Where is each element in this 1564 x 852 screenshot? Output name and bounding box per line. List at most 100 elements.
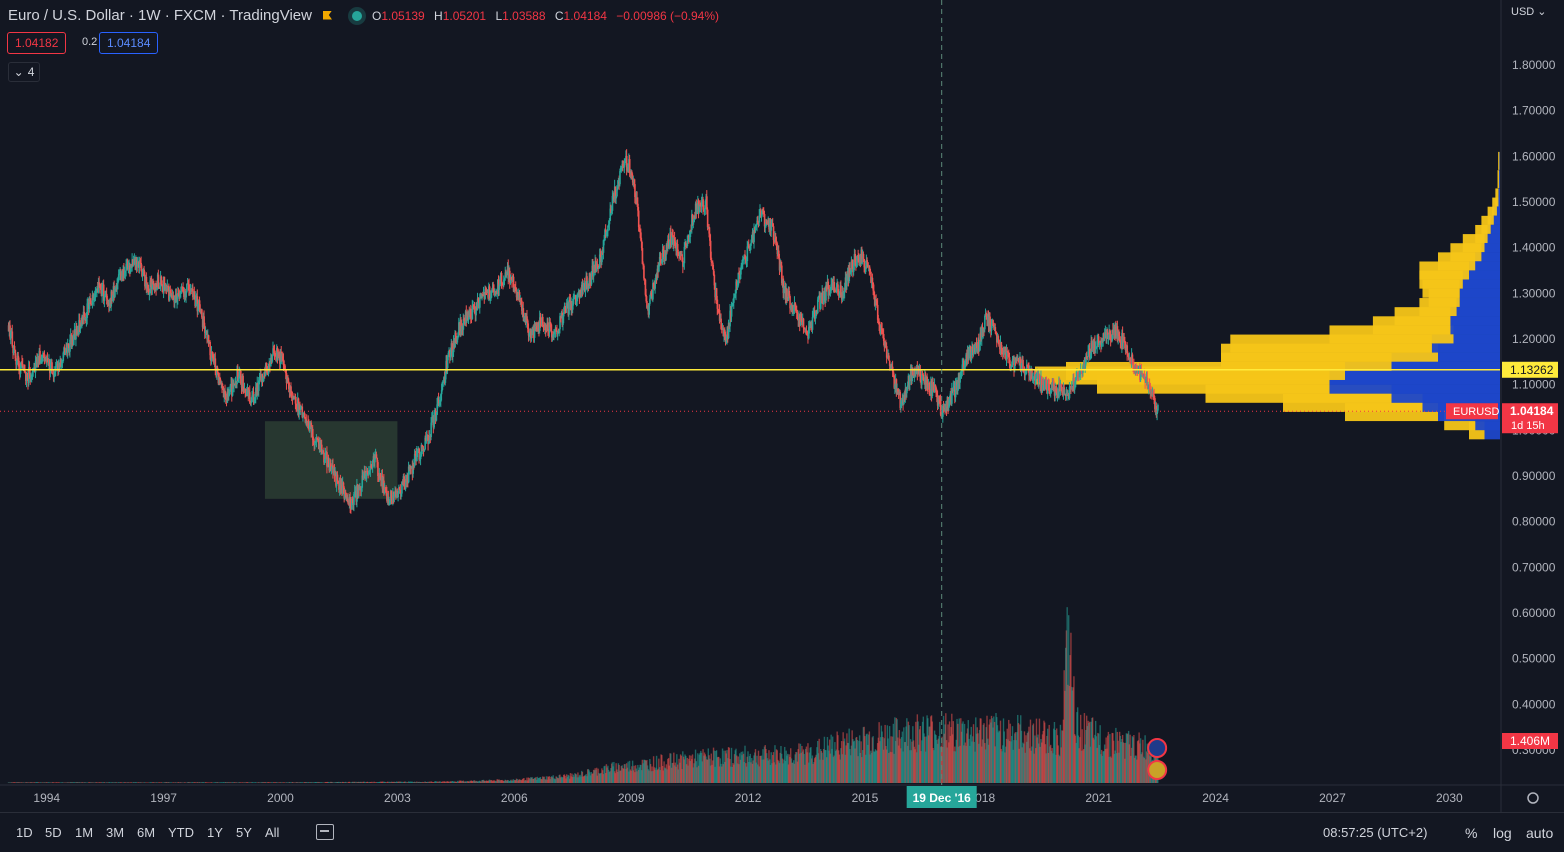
crosshair-date-label: 19 Dec '16 <box>913 791 972 805</box>
settings-gear-icon[interactable] <box>1528 793 1538 803</box>
candle-body <box>442 382 444 390</box>
range-1d-button[interactable]: 1D <box>16 825 33 840</box>
candle-body <box>1049 385 1051 391</box>
candle-body <box>1157 405 1159 411</box>
profile-bar-up <box>1495 188 1498 206</box>
volume-tag-label: 1.406M <box>1510 734 1550 748</box>
candle-body <box>757 221 759 222</box>
candle-body <box>888 356 890 361</box>
volume-profile <box>1035 152 1500 439</box>
y-tick-label: 1.80000 <box>1512 58 1556 72</box>
candle-body <box>489 286 491 299</box>
last-price-label: 1.04184 <box>1510 404 1554 418</box>
level-price-label: 1.13262 <box>1510 363 1554 377</box>
candle-body <box>328 457 330 466</box>
candle-body <box>921 374 923 385</box>
range-all-button[interactable]: All <box>265 825 279 840</box>
candle-body <box>643 266 645 279</box>
us-event-icon[interactable] <box>1148 761 1166 779</box>
candle-body <box>209 342 211 355</box>
candle-body <box>886 346 888 358</box>
candle-body <box>872 278 874 283</box>
y-tick-label: 0.50000 <box>1512 652 1556 666</box>
sell-button[interactable]: 1.04182 <box>7 32 66 54</box>
main-chart[interactable]: 1.800001.700001.600001.500001.400001.300… <box>0 0 1564 812</box>
candle-body <box>693 222 695 225</box>
candle-body <box>684 247 686 263</box>
candle-body <box>738 273 740 285</box>
candle-body <box>523 308 525 318</box>
candle-body <box>1022 360 1024 370</box>
buy-button[interactable]: 1.04184 <box>99 32 158 54</box>
x-tick-label: 2021 <box>1085 791 1112 805</box>
volume-bars <box>8 607 1159 783</box>
x-tick-label: 2012 <box>735 791 762 805</box>
profile-bar-up <box>1498 152 1499 170</box>
candle-body <box>230 386 232 392</box>
high-key: H <box>434 9 443 23</box>
candle-body <box>1087 351 1089 357</box>
candle-body <box>448 353 450 357</box>
candle-body <box>400 490 402 494</box>
candle-body <box>1132 354 1134 363</box>
y-tick-label: 1.40000 <box>1512 241 1556 255</box>
chart-legend: Euro / U.S. Dollar · 1W · FXCM · Trading… <box>8 7 725 24</box>
candle-body <box>14 346 16 350</box>
currency-selector[interactable]: USD ⌄ <box>1511 5 1547 18</box>
candle-body <box>12 331 14 346</box>
symbol-title[interactable]: Euro / U.S. Dollar · 1W · FXCM · Trading… <box>8 7 312 24</box>
x-tick-label: 2015 <box>852 791 879 805</box>
range-1m-button[interactable]: 1M <box>75 825 93 840</box>
y-tick-label: 0.60000 <box>1512 606 1556 620</box>
candle-body <box>51 362 53 373</box>
candle-body <box>1012 359 1014 365</box>
eu-event-icon[interactable] <box>1148 739 1166 757</box>
candle-body <box>542 317 544 325</box>
candle-body <box>920 370 922 381</box>
candle-body <box>649 299 651 304</box>
log-scale-button[interactable]: log <box>1493 825 1512 841</box>
indicator-count: 4 <box>28 65 35 79</box>
x-tick-label: 1994 <box>33 791 60 805</box>
symbol-tag-label: EURUSD <box>1453 406 1500 418</box>
range-5y-button[interactable]: 5Y <box>236 825 252 840</box>
range-5d-button[interactable]: 5D <box>45 825 62 840</box>
profile-bar-down <box>1499 152 1500 170</box>
currency-label: USD <box>1511 6 1534 18</box>
chevron-down-icon: ⌄ <box>1537 6 1546 18</box>
y-tick-label: 1.10000 <box>1512 378 1556 392</box>
market-status-icon <box>352 11 362 21</box>
percent-scale-button[interactable]: % <box>1465 825 1477 841</box>
high-value: 1.05201 <box>443 9 486 23</box>
close-value: 1.04184 <box>564 9 607 23</box>
flag-icon[interactable] <box>322 10 334 22</box>
range-ytd-button[interactable]: YTD <box>168 825 194 840</box>
x-tick-label: 2027 <box>1319 791 1346 805</box>
x-tick-label: 2024 <box>1202 791 1229 805</box>
candle-body <box>436 415 438 421</box>
range-1y-button[interactable]: 1Y <box>207 825 223 840</box>
x-tick-label: 2006 <box>501 791 528 805</box>
clock-timezone[interactable]: 08:57:25 (UTC+2) <box>1323 825 1427 840</box>
date-range-icon[interactable] <box>316 824 334 840</box>
candle-body <box>501 273 503 283</box>
range-6m-button[interactable]: 6M <box>137 825 155 840</box>
indicators-toggle-button[interactable]: ⌄ 4 <box>8 62 40 82</box>
range-3m-button[interactable]: 3M <box>106 825 124 840</box>
y-tick-label: 1.60000 <box>1512 149 1556 163</box>
candle-body <box>992 320 994 323</box>
y-tick-label: 0.40000 <box>1512 697 1556 711</box>
ohlc-values: O1.05139 H1.05201 L1.03588 C1.04184 −0.0… <box>372 9 725 23</box>
candle-body <box>803 319 805 328</box>
open-value: 1.05139 <box>381 9 424 23</box>
candle-body <box>751 235 753 243</box>
candle-body <box>1053 381 1055 386</box>
candle-body <box>747 246 749 261</box>
candle-body <box>909 375 911 385</box>
candle-body <box>786 289 788 297</box>
candle-body <box>707 210 709 228</box>
open-key: O <box>372 9 381 23</box>
candle-body <box>1074 387 1076 389</box>
y-tick-label: 0.90000 <box>1512 469 1556 483</box>
auto-scale-button[interactable]: auto <box>1526 825 1553 841</box>
